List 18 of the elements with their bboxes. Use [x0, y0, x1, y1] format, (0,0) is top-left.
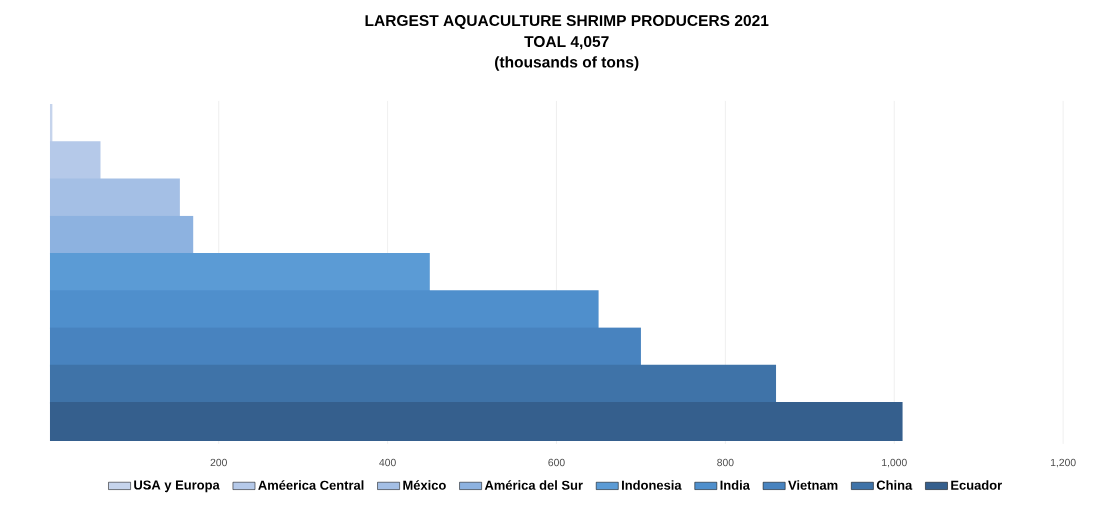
legend-label: Vietnam: [788, 480, 838, 490]
text: (thousands of tons): [495, 56, 639, 71]
legend-label: Améerica Central: [258, 480, 364, 490]
chart-subtitle: TOAL 4,057: [524, 36, 609, 50]
legend-label: América del Sur: [484, 480, 583, 490]
legend-label: USA y Europa: [134, 480, 220, 493]
legend-label: Indonesia: [622, 480, 682, 490]
x-tick-label: 600: [548, 458, 565, 467]
legend-label: China: [876, 480, 913, 490]
legend-label: India: [720, 480, 750, 490]
x-tick-label: 200: [210, 458, 227, 467]
x-tick-label: 1,000: [882, 458, 907, 468]
x-tick-label: 1,200: [1050, 458, 1076, 468]
legend-label: Ecuador: [951, 480, 1002, 490]
legend-label: México: [403, 480, 446, 490]
chart-title: LARGEST AQUACULTURE SHRIMP PRODUCERS 2021: [365, 14, 769, 29]
x-tick-label: 400: [379, 458, 396, 467]
x-tick-label: 800: [717, 458, 734, 467]
